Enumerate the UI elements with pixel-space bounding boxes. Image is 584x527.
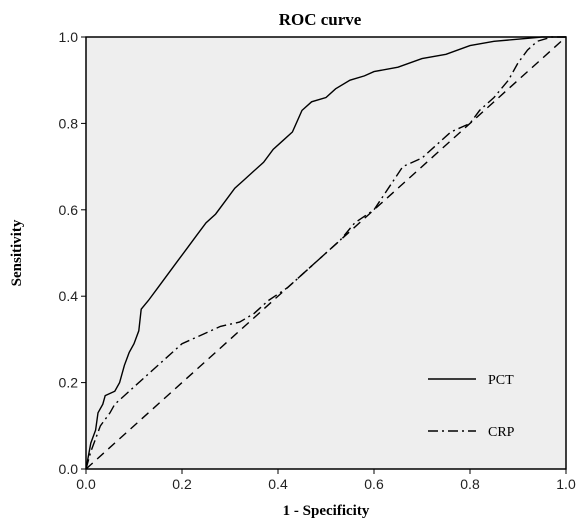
y-tick-label: 0.8 xyxy=(59,115,79,131)
x-tick-label: 0.8 xyxy=(460,476,480,492)
chart-title: ROC curve xyxy=(279,10,362,29)
legend-label-pct: PCT xyxy=(488,373,514,388)
y-axis-ticks: 0.0 0.2 0.4 0.6 0.8 1.0 xyxy=(59,29,86,477)
pct-curve xyxy=(85,36,566,470)
y-tick-label: 0.0 xyxy=(59,461,79,477)
y-tick-label: 0.6 xyxy=(59,202,79,218)
y-tick-label: 0.2 xyxy=(59,375,79,391)
legend: PCT CRP xyxy=(428,373,515,440)
x-tick-label: 0.6 xyxy=(364,476,384,492)
x-tick-label: 0.2 xyxy=(172,476,192,492)
x-tick-label: 0.4 xyxy=(268,476,288,492)
x-tick-label: 0.0 xyxy=(76,476,96,492)
x-tick-label: 1.0 xyxy=(556,476,576,492)
y-tick-label: 0.4 xyxy=(59,288,79,304)
y-axis-label: Sensitivity xyxy=(9,219,25,286)
x-axis-label: 1 - Specificity xyxy=(283,503,370,519)
legend-label-crp: CRP xyxy=(488,425,515,440)
y-tick-label: 1.0 xyxy=(59,29,79,45)
reference-line xyxy=(85,36,567,470)
series-layer xyxy=(85,36,567,470)
x-axis-ticks: 0.0 0.2 0.4 0.6 0.8 1.0 xyxy=(76,469,576,492)
